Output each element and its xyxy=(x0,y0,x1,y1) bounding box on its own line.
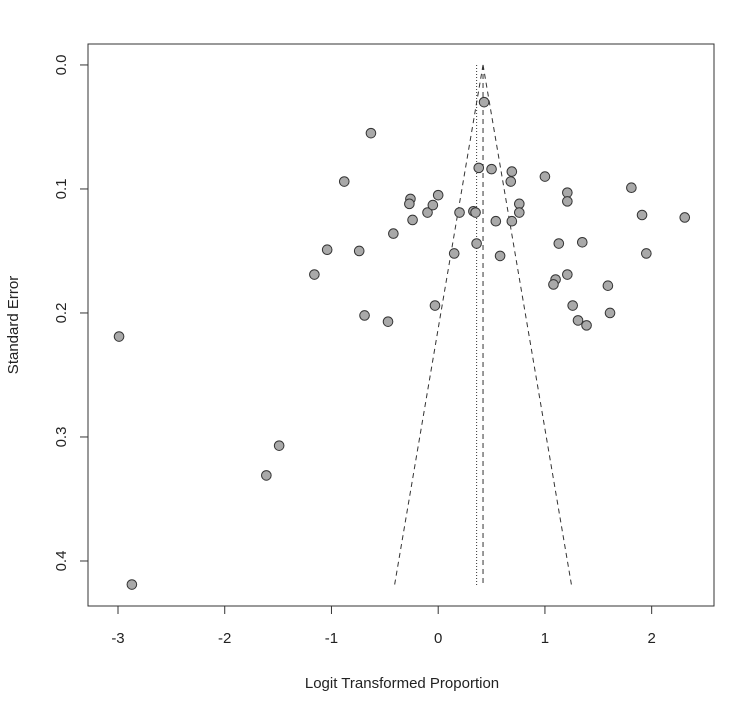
point xyxy=(473,162,485,174)
point xyxy=(407,214,418,226)
point xyxy=(448,248,460,259)
point xyxy=(581,320,592,331)
point xyxy=(548,279,559,290)
point xyxy=(427,199,439,211)
point xyxy=(432,189,444,201)
x-tick-label: -3 xyxy=(111,630,124,647)
point xyxy=(422,207,433,218)
point xyxy=(470,207,481,218)
point xyxy=(471,238,482,249)
point xyxy=(636,209,648,221)
point xyxy=(562,269,573,280)
point xyxy=(576,236,588,248)
x-tick-label: -2 xyxy=(218,630,231,647)
point xyxy=(626,182,637,194)
point xyxy=(506,215,518,227)
point xyxy=(490,215,502,227)
point xyxy=(404,198,415,210)
point xyxy=(567,300,578,311)
x-tick-label: 0 xyxy=(434,630,442,647)
x-tick-label: 1 xyxy=(541,630,549,647)
point xyxy=(602,280,614,291)
point xyxy=(365,127,377,139)
point xyxy=(261,470,272,481)
point xyxy=(454,207,465,218)
point xyxy=(604,307,616,319)
y-tick-label: 0.4 xyxy=(53,551,70,572)
point xyxy=(353,245,365,257)
point xyxy=(553,238,565,249)
point xyxy=(273,440,285,451)
point xyxy=(338,176,350,187)
point xyxy=(539,171,551,182)
point xyxy=(113,331,125,342)
y-tick-label: 0.3 xyxy=(53,427,70,448)
y-tick-label: 0.2 xyxy=(53,303,70,324)
point xyxy=(309,269,320,280)
funnel-line xyxy=(393,64,484,586)
point xyxy=(494,250,506,262)
point xyxy=(679,212,691,223)
point xyxy=(486,163,497,175)
funnel-line xyxy=(482,64,573,586)
point xyxy=(641,248,652,259)
x-tick-label: -1 xyxy=(325,630,338,647)
point xyxy=(506,166,518,177)
point xyxy=(126,579,138,590)
y-axis-title: Standard Error xyxy=(5,276,22,374)
point xyxy=(429,300,441,311)
point xyxy=(359,310,370,321)
point xyxy=(572,315,584,326)
point xyxy=(382,316,394,327)
point xyxy=(478,96,490,108)
point xyxy=(321,244,333,256)
point xyxy=(562,187,573,198)
plot-frame xyxy=(87,43,715,607)
point xyxy=(505,176,517,187)
point xyxy=(514,198,525,210)
y-tick-label: 0.0 xyxy=(53,55,70,76)
x-axis-title: Logit Transformed Proportion xyxy=(305,675,499,692)
x-tick-label: 2 xyxy=(647,630,655,647)
point xyxy=(514,207,525,218)
point xyxy=(388,228,399,239)
point xyxy=(562,196,573,207)
y-tick-label: 0.1 xyxy=(53,179,70,200)
